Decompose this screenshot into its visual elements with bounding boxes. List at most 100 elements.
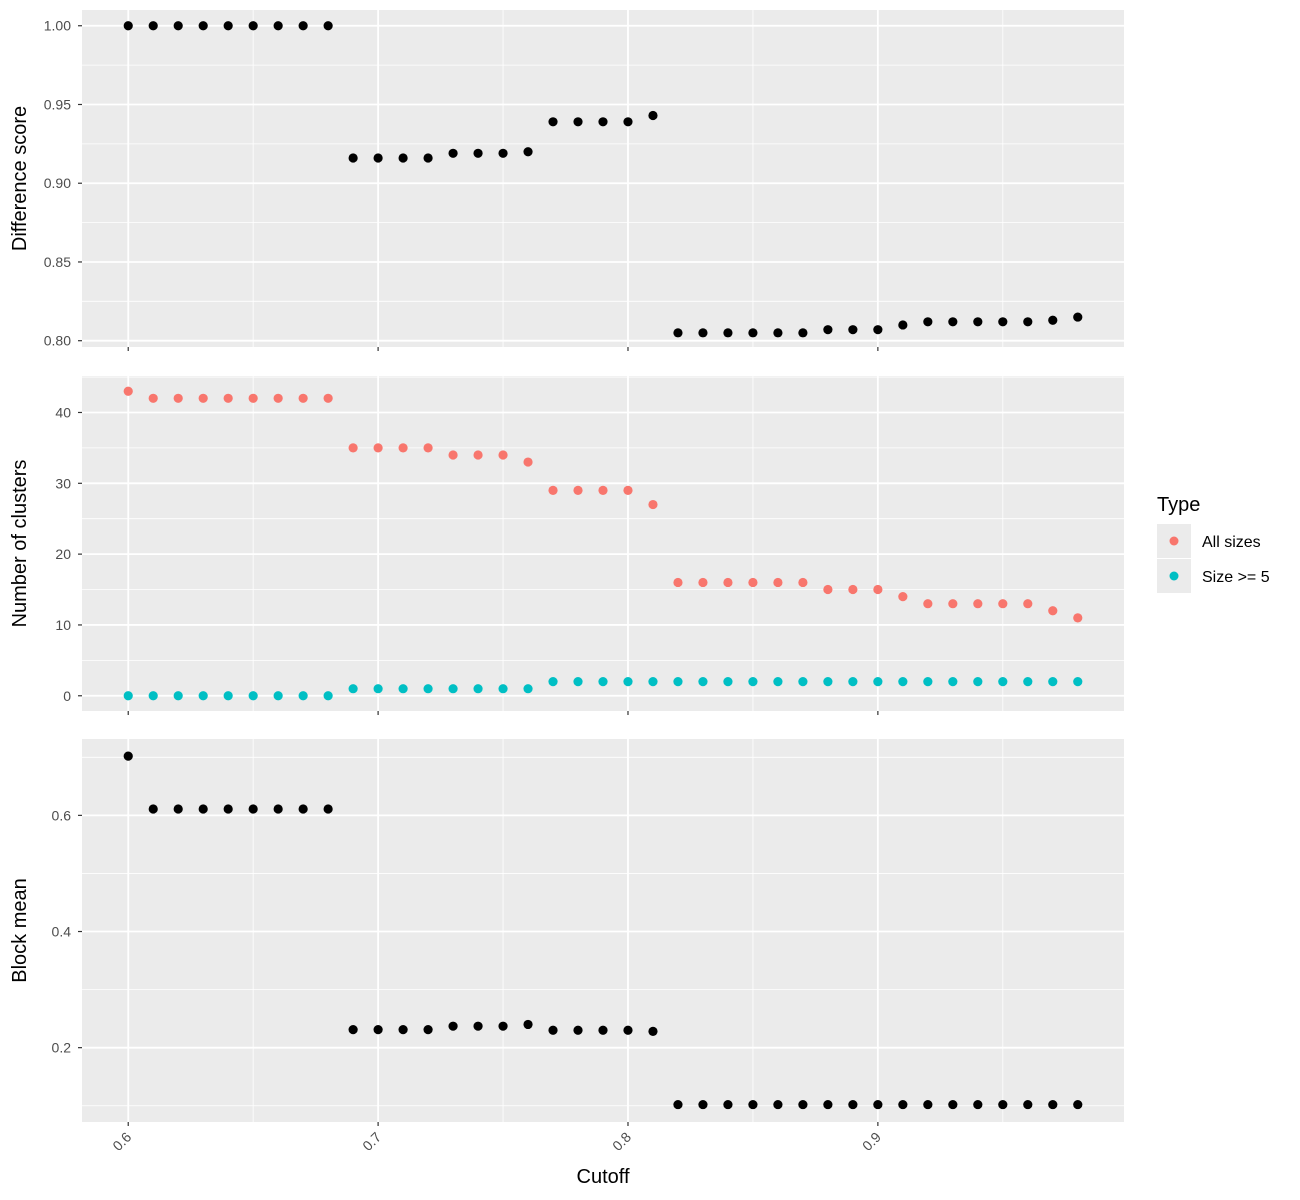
- data-point: [873, 1099, 883, 1110]
- data-point: [548, 485, 558, 495]
- data-point: [848, 1099, 858, 1110]
- data-point: [423, 443, 433, 453]
- data-point: [273, 691, 283, 701]
- y-tick-label: 0.95: [44, 96, 71, 112]
- data-point: [373, 684, 383, 694]
- x-tick-label: 0.6: [109, 1129, 134, 1154]
- data-point: [1023, 677, 1033, 687]
- data-point: [948, 317, 958, 327]
- data-point: [748, 1099, 758, 1110]
- data-point: [1023, 1099, 1033, 1110]
- y-axis-title: Block mean: [9, 878, 31, 983]
- data-point: [673, 577, 683, 588]
- legend-label-size-5: Size >= 5: [1202, 569, 1270, 586]
- y-tick-label: 0.2: [52, 1040, 72, 1056]
- data-point: [873, 677, 883, 687]
- data-point: [623, 485, 633, 495]
- y-tick-label: 1.00: [44, 18, 71, 34]
- y-axis-title: Number of clusters: [9, 460, 31, 628]
- data-point: [798, 1099, 808, 1110]
- data-point: [123, 21, 133, 31]
- y-tick-label: 0.80: [44, 333, 71, 349]
- data-point: [423, 153, 433, 163]
- data-point: [473, 684, 483, 694]
- panel-background: [82, 376, 1124, 711]
- data-point: [273, 393, 283, 403]
- x-tick-label: 0.7: [359, 1129, 384, 1154]
- data-point: [348, 1025, 358, 1035]
- data-point: [823, 1099, 833, 1110]
- data-point: [748, 677, 758, 687]
- data-point: [898, 320, 908, 330]
- data-point: [273, 21, 283, 31]
- data-point: [223, 804, 233, 814]
- data-point: [298, 21, 308, 31]
- data-point: [373, 443, 383, 453]
- data-point: [723, 1099, 733, 1110]
- data-point: [673, 1099, 683, 1110]
- data-point: [298, 691, 308, 701]
- data-point: [723, 677, 733, 687]
- data-point: [823, 584, 833, 595]
- data-point: [523, 147, 533, 157]
- data-point: [1023, 599, 1033, 609]
- data-point: [123, 386, 133, 396]
- data-point: [223, 393, 233, 403]
- legend-key-size-5: [1169, 571, 1179, 581]
- data-point: [498, 1021, 508, 1031]
- data-point: [773, 328, 783, 338]
- data-point: [673, 677, 683, 687]
- data-point: [573, 677, 583, 687]
- data-point: [323, 393, 333, 403]
- data-point: [323, 691, 333, 701]
- data-point: [148, 393, 158, 403]
- data-point: [1073, 1099, 1083, 1110]
- data-point: [573, 485, 583, 495]
- data-point: [948, 599, 958, 609]
- data-point: [498, 684, 508, 694]
- data-point: [173, 804, 183, 814]
- data-point: [698, 328, 708, 338]
- data-point: [1048, 315, 1058, 325]
- data-point: [323, 21, 333, 31]
- data-point: [1048, 606, 1058, 616]
- data-point: [423, 684, 433, 694]
- data-point: [523, 684, 533, 694]
- data-point: [1073, 677, 1083, 687]
- data-point: [398, 443, 408, 453]
- series-2: [123, 677, 1083, 701]
- data-point: [873, 584, 883, 595]
- data-point: [898, 592, 908, 602]
- panel-3: 0.2 0.4 0.6 Block mean 0.6 0.7 0.8 0.9: [9, 739, 1124, 1154]
- data-point: [898, 677, 908, 687]
- data-point: [948, 677, 958, 687]
- data-point: [1073, 312, 1083, 322]
- data-point: [348, 684, 358, 694]
- data-point: [798, 328, 808, 338]
- data-point: [148, 691, 158, 701]
- legend: Type All sizes Size >= 5: [1157, 494, 1270, 593]
- data-point: [998, 1099, 1008, 1110]
- data-point: [648, 110, 658, 121]
- y-tick-label: 0.85: [44, 254, 71, 270]
- data-point: [648, 1026, 658, 1037]
- data-point: [198, 691, 208, 701]
- data-point: [773, 577, 783, 588]
- data-point: [923, 677, 933, 687]
- data-point: [898, 1099, 908, 1110]
- legend-key-all-sizes: [1169, 536, 1179, 546]
- data-point: [773, 677, 783, 687]
- data-point: [248, 691, 258, 701]
- data-point: [798, 577, 808, 588]
- data-point: [373, 153, 383, 163]
- data-point: [123, 691, 133, 701]
- panel-2: 0 10 20 30 40 Number of clusters: [9, 376, 1124, 715]
- y-tick-label: 0: [63, 688, 71, 704]
- data-point: [723, 577, 733, 588]
- data-point: [773, 1099, 783, 1110]
- data-point: [673, 328, 683, 338]
- data-point: [748, 577, 758, 588]
- data-point: [448, 450, 458, 460]
- panels-group: 0.80 0.85 0.90 0.95 1.00 Difference score 0 10 2…: [9, 10, 1124, 1154]
- data-point: [223, 21, 233, 31]
